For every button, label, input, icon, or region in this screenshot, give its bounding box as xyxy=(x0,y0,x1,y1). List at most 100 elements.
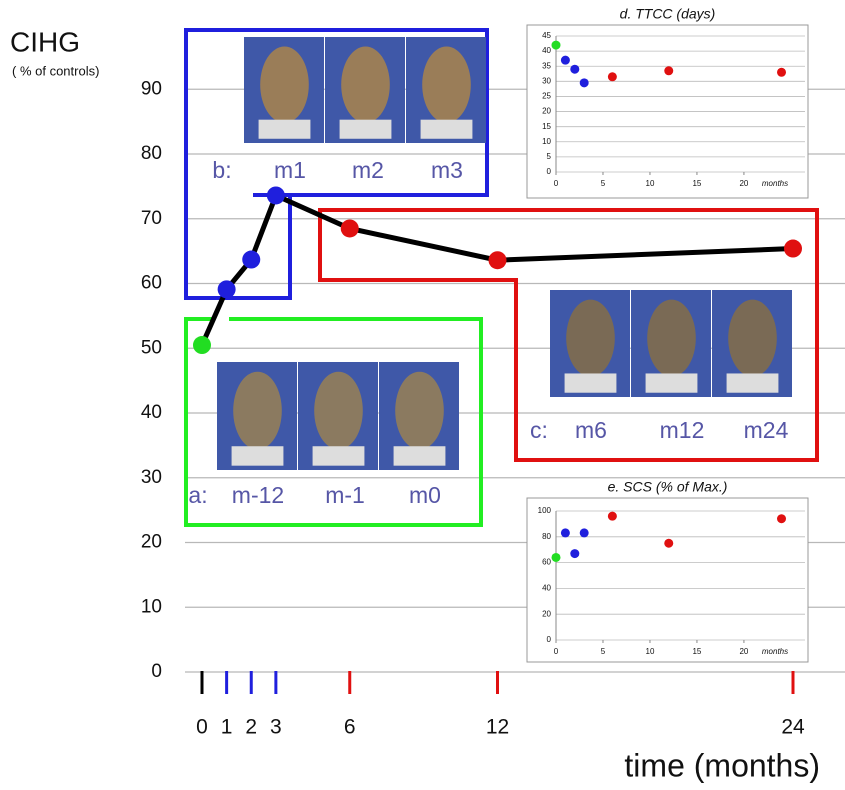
photo-label: m0 xyxy=(409,482,441,508)
x-tick-label: 24 xyxy=(781,716,805,739)
y-tick-label: 0 xyxy=(547,167,552,176)
chart: CIHG ( % of controls) time (months) 0102… xyxy=(0,0,845,790)
data-point xyxy=(777,514,786,523)
x-tick-label: 0 xyxy=(554,179,559,188)
x-tick-label: 20 xyxy=(739,179,748,188)
photo-stand xyxy=(340,120,392,139)
x-axis-label: months xyxy=(762,179,788,188)
data-point xyxy=(552,553,561,562)
y-tick-label: 5 xyxy=(547,152,552,161)
x-axis-label: months xyxy=(762,647,788,656)
chart-title: CIHG xyxy=(10,26,80,57)
data-point xyxy=(242,251,260,269)
y-tick-label: 15 xyxy=(542,122,551,131)
panel-label: c: xyxy=(530,417,548,443)
page: {"chart_data": [ {"type": "line", "title… xyxy=(0,0,845,790)
data-point xyxy=(489,251,507,269)
data-point xyxy=(570,549,579,558)
photo-label: m1 xyxy=(274,157,306,183)
y-tick-label: 70 xyxy=(141,208,162,229)
y-tick-label: 60 xyxy=(141,273,162,294)
x-tick-label: 1 xyxy=(221,716,233,739)
photo-head xyxy=(395,372,444,450)
y-tick-label: 10 xyxy=(141,596,162,617)
y-tick-label: 10 xyxy=(542,137,551,146)
y-tick-label: 25 xyxy=(542,92,551,101)
data-point xyxy=(608,72,617,81)
x-tick-label: 0 xyxy=(554,647,559,656)
photo-head xyxy=(260,47,309,123)
data-point xyxy=(580,78,589,87)
x-tick-label: 3 xyxy=(270,716,282,739)
inset-title: e. SCS (% of Max.) xyxy=(608,479,728,495)
x-tick-label: 5 xyxy=(601,647,606,656)
photo-label: m6 xyxy=(575,417,607,443)
x-tick-label: 6 xyxy=(344,716,356,739)
x-tick-label: 15 xyxy=(692,179,701,188)
y-tick-label: 90 xyxy=(141,78,162,99)
data-point xyxy=(608,512,617,521)
photo-label: m12 xyxy=(660,417,705,443)
inset-title: d. TTCC (days) xyxy=(620,6,716,22)
data-point xyxy=(267,186,285,204)
photo-stand xyxy=(646,373,698,392)
y-tick-label: 0 xyxy=(151,661,162,682)
y-tick-label: 80 xyxy=(141,143,162,164)
panel-label: b: xyxy=(212,157,231,183)
x-tick-label: 10 xyxy=(646,647,655,656)
data-point xyxy=(341,219,359,237)
x-tick-label: 2 xyxy=(245,716,257,739)
y-tick-label: 50 xyxy=(141,337,162,358)
photo-head xyxy=(233,372,282,450)
x-tick-label: 0 xyxy=(196,716,208,739)
data-point xyxy=(218,280,236,298)
y-tick-label: 45 xyxy=(542,31,551,40)
photo-label: m-1 xyxy=(325,482,365,508)
y-tick-label: 30 xyxy=(141,467,162,488)
y-tick-label: 20 xyxy=(542,609,551,618)
data-point xyxy=(570,65,579,74)
y-tick-label: 40 xyxy=(141,402,162,423)
y-tick-label: 20 xyxy=(141,532,162,553)
photo-head xyxy=(647,300,696,377)
photo-label: m2 xyxy=(352,157,384,183)
x-tick-label: 15 xyxy=(692,647,701,656)
y-tick-label: 80 xyxy=(542,532,551,541)
photo-stand xyxy=(394,446,446,465)
x-tick-label: 20 xyxy=(739,647,748,656)
photo-head xyxy=(728,300,777,377)
photo-label: m24 xyxy=(744,417,789,443)
photo-head xyxy=(314,372,363,450)
photo-head xyxy=(566,300,615,377)
y-tick-label: 20 xyxy=(542,107,551,116)
data-point xyxy=(784,240,802,258)
data-point xyxy=(664,539,673,548)
x-tick-label: 12 xyxy=(486,716,509,739)
data-point xyxy=(193,336,211,354)
y-tick-label: 30 xyxy=(542,76,551,85)
y-tick-label: 0 xyxy=(547,635,552,644)
y-tick-label: 60 xyxy=(542,558,551,567)
y-tick-label: 35 xyxy=(542,61,551,70)
data-point xyxy=(552,41,561,50)
photo-label: m-12 xyxy=(232,482,284,508)
y-tick-label: 40 xyxy=(542,46,551,55)
photo-label: m3 xyxy=(431,157,463,183)
photo-stand xyxy=(259,120,311,139)
photo-head xyxy=(422,47,471,123)
data-point xyxy=(580,528,589,537)
photo-stand xyxy=(232,446,284,465)
y-tick-label: 100 xyxy=(538,506,552,515)
y-tick-label: 40 xyxy=(542,584,551,593)
data-point xyxy=(561,56,570,65)
data-point xyxy=(664,66,673,75)
x-axis-label: time (months) xyxy=(624,747,820,783)
data-point xyxy=(561,528,570,537)
panel-label: a: xyxy=(188,482,207,508)
photo-stand xyxy=(421,120,473,139)
data-point xyxy=(777,68,786,77)
x-tick-label: 10 xyxy=(646,179,655,188)
inset-frame xyxy=(527,498,808,662)
photo-stand xyxy=(565,373,617,392)
chart-subtitle: ( % of controls) xyxy=(12,63,99,78)
